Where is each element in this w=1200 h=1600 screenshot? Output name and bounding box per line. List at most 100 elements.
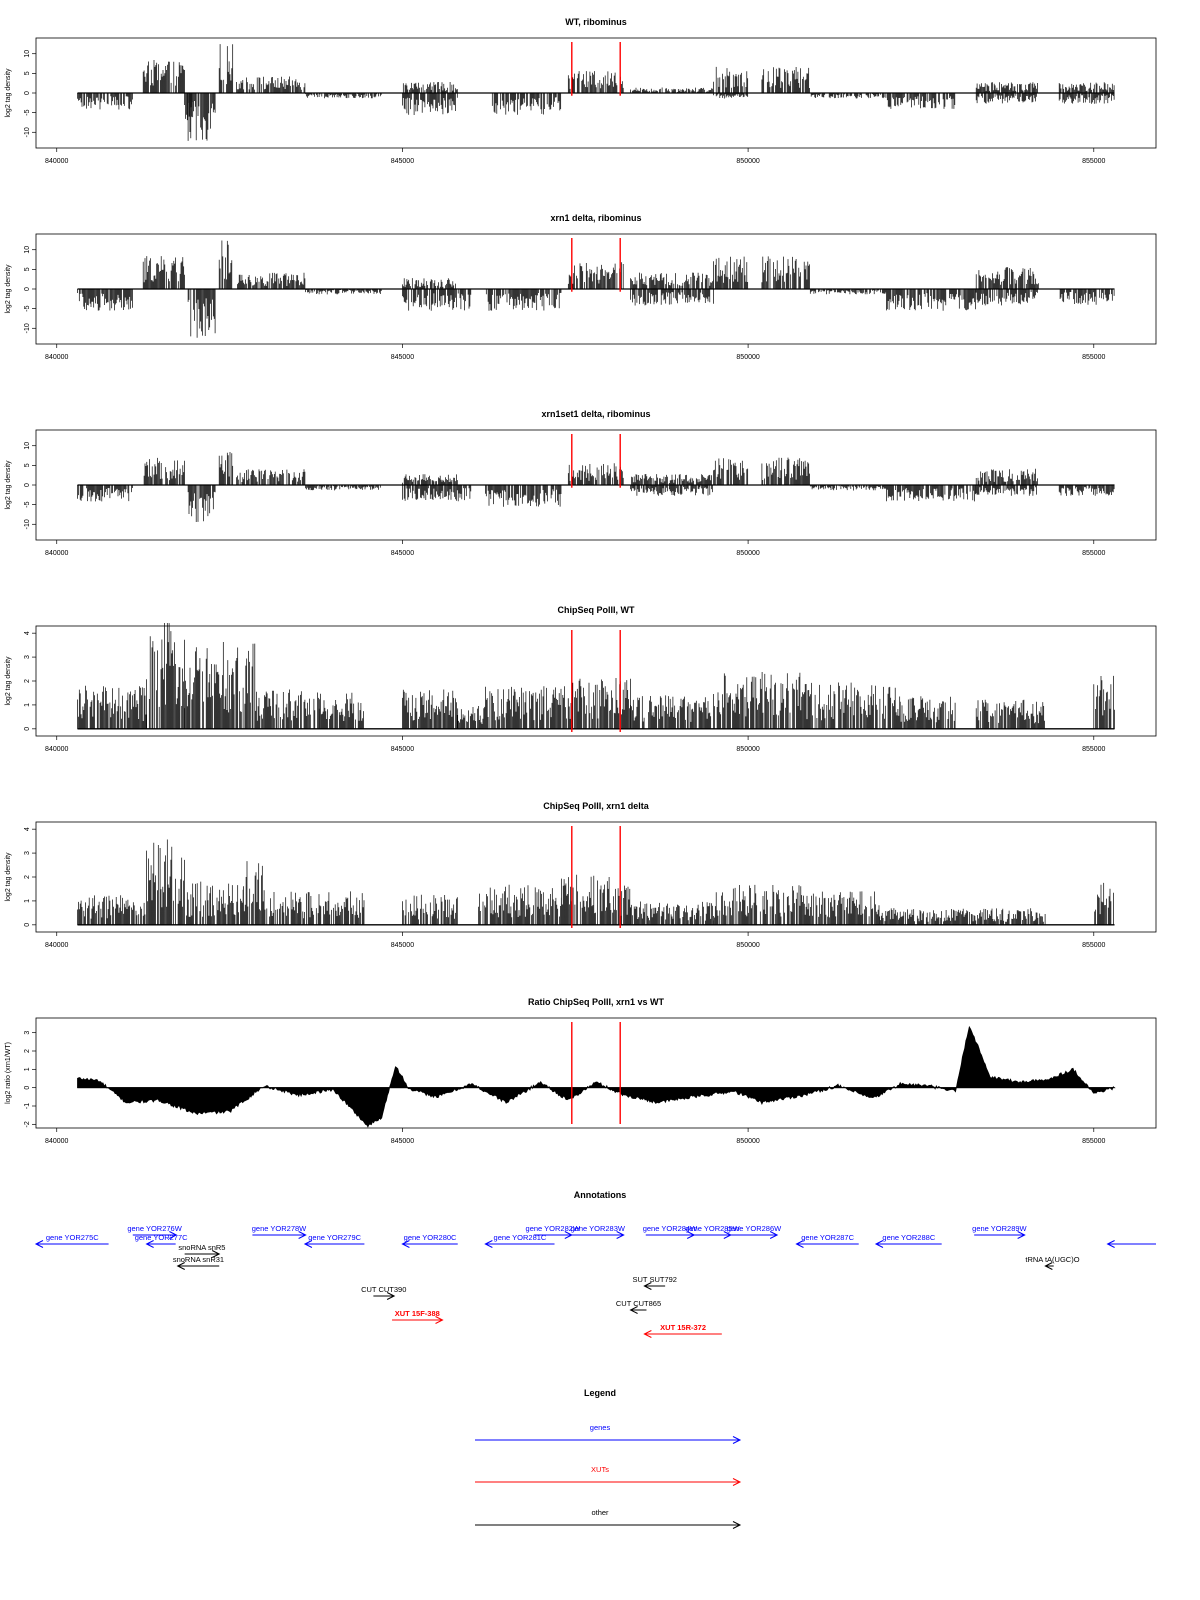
legend-label: other: [591, 1508, 609, 1517]
annotation-gene: gene YOR279C: [303, 1233, 365, 1248]
annotation-label: gene YOR288C: [882, 1233, 935, 1242]
annotation-gene: gene YOR276W: [127, 1224, 183, 1239]
signal: [77, 1025, 1116, 1128]
signal: [77, 839, 1115, 926]
annotation-label: gene YOR289W: [972, 1224, 1027, 1233]
annotation-other: snoRNA snR31: [173, 1255, 224, 1270]
y-axis: -2 -1 0 1 2 3: [24, 1031, 36, 1127]
panel-2: xrn1 delta, ribominus -10 -5 0 5 10 log2 tag d…: [5, 213, 1157, 361]
annotation-label: CUT CUT865: [616, 1299, 661, 1308]
annotation-gene: gene YOR287C: [795, 1233, 859, 1248]
y-axis: -10 -5 0 5 10: [24, 442, 36, 529]
annotation-arrow: [730, 1231, 779, 1239]
annotation-label: gene YOR282W: [526, 1224, 581, 1233]
x-tick-label: 845000: [391, 1138, 414, 1145]
annotation-label: snoRNA snR5: [178, 1243, 225, 1252]
arrow-head: [643, 1330, 652, 1338]
x-tick-label: 855000: [1082, 354, 1105, 361]
annotation-arrow: [1044, 1262, 1054, 1270]
y-tick-label: 0: [24, 727, 31, 731]
y-tick-label: 0: [24, 483, 31, 487]
annotation-gene: gene YOR281C: [484, 1233, 555, 1248]
y-tick-label: 5: [24, 267, 31, 271]
panel-title: WT, ribominus: [565, 17, 627, 27]
legend: Legend genes XUTs other: [475, 1388, 742, 1529]
arrow-head: [34, 1240, 44, 1248]
signal-bars: [77, 44, 1115, 141]
annotation-label: snoRNA snR31: [173, 1255, 224, 1264]
annotation-arrow: [571, 1231, 625, 1239]
y-tick-label: 0: [24, 287, 31, 291]
y-tick-label: -1: [24, 1103, 31, 1109]
arrow-head: [145, 1240, 154, 1248]
arrow-head: [303, 1240, 313, 1248]
annotation-arrow: [643, 1282, 666, 1290]
legend-arrow: [475, 1436, 742, 1444]
legend-entry-other: other: [475, 1508, 742, 1529]
legend-entry-gene: genes: [475, 1423, 742, 1444]
y-axis: -10 -5 0 5 10: [24, 246, 36, 333]
x-tick-label: 850000: [736, 354, 759, 361]
x-tick-label: 845000: [391, 746, 414, 753]
annotation-arrow: [874, 1240, 942, 1248]
legend-arrow: [475, 1521, 742, 1529]
y-tick-label: 5: [24, 71, 31, 75]
annotation-arrow: [373, 1292, 396, 1300]
legend-arrow: [475, 1478, 742, 1486]
arrow-head: [616, 1231, 625, 1239]
arrow-head: [564, 1231, 573, 1239]
arrow-head: [643, 1282, 652, 1290]
annotation-other: snoRNA snR5: [178, 1243, 225, 1258]
y-tick-label: 1: [24, 899, 31, 903]
annotation-arrow: [401, 1240, 458, 1248]
x-tick-label: 845000: [391, 354, 414, 361]
x-tick-label: 840000: [45, 1138, 68, 1145]
y-axis-label: log2 tag density: [5, 656, 12, 706]
annotation-label: tRNA tA(UGC)O: [1025, 1255, 1079, 1264]
y-tick-label: 1: [24, 1067, 31, 1071]
arrow-head: [795, 1240, 804, 1248]
panel-title: xrn1set1 delta, ribominus: [541, 409, 650, 419]
signal-bars: [77, 839, 1114, 925]
panel-title: ChipSeq PolII, xrn1 delta: [543, 801, 650, 811]
x-tick-label: 850000: [736, 158, 759, 165]
arrow-head: [629, 1306, 638, 1314]
y-axis-label: log2 tag density: [5, 264, 12, 314]
annotation-gene: gene YOR283W: [570, 1224, 626, 1239]
annotation-gene: gene YOR286W: [727, 1224, 782, 1239]
annotation-gene: gene YOR289W: [972, 1224, 1028, 1239]
arrow-head: [484, 1240, 493, 1248]
x-tick-label: 840000: [45, 550, 68, 557]
annotations-title: Annotations: [574, 1190, 627, 1200]
arrow-head: [769, 1231, 779, 1239]
y-axis: 0 1 2 3 4: [24, 631, 36, 731]
x-tick-label: 840000: [45, 746, 68, 753]
arrow-head: [386, 1292, 396, 1300]
x-axis: 840000 845000 850000 855000: [45, 932, 1106, 949]
y-tick-label: 0: [24, 923, 31, 927]
legend-title: Legend: [584, 1388, 616, 1398]
annotation-other: tRNA tA(UGC)O: [1025, 1255, 1080, 1270]
annotation-arrow: [974, 1231, 1026, 1239]
annotation-label: gene YOR275C: [46, 1233, 99, 1242]
annotation-gene: gene YOR282W: [526, 1224, 581, 1239]
y-tick-label: 2: [24, 679, 31, 683]
x-tick-label: 855000: [1082, 158, 1105, 165]
ratio-area: [77, 1025, 1116, 1128]
panel-1: WT, ribominus -10 -5 0 5 10 log2 tag density 84…: [5, 17, 1157, 165]
signal: [77, 240, 1115, 338]
x-tick-label: 845000: [391, 158, 414, 165]
annotation-label: gene YOR283W: [570, 1224, 625, 1233]
annotation-label: gene YOR280C: [404, 1233, 457, 1242]
annotation-other: CUT CUT390: [361, 1285, 406, 1300]
annotation-label: XUT 15R-372: [660, 1323, 706, 1332]
annotation-gene: gene YOR277C: [135, 1233, 188, 1248]
arrow-head: [435, 1316, 444, 1324]
panel-4: ChipSeq PolII, WT 0 1 2 3 4 log2 tag density 84…: [5, 605, 1157, 753]
y-tick-label: -10: [24, 519, 31, 529]
y-tick-label: 10: [24, 50, 31, 58]
arrow-head: [169, 1231, 178, 1239]
x-tick-label: 845000: [391, 550, 414, 557]
